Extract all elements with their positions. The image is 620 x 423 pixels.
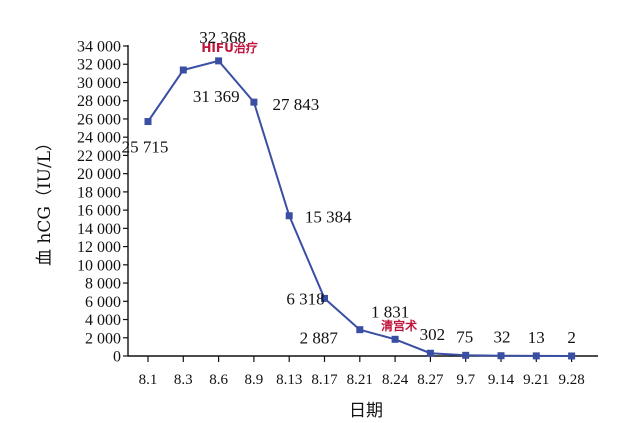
x-tick-label: 8.27 bbox=[417, 372, 444, 388]
data-point-marker bbox=[497, 352, 505, 360]
data-label: 15 384 bbox=[305, 208, 352, 227]
annotation-label: HIFU治疗 bbox=[201, 40, 257, 55]
y-tick-label: 32 000 bbox=[77, 57, 121, 74]
data-label: 25 715 bbox=[122, 138, 169, 157]
series-hcg bbox=[144, 57, 576, 360]
data-label: 2 887 bbox=[300, 329, 339, 348]
data-labels: 25 715 31 369 32 368 27 843 15 384 6 318 2 887… bbox=[122, 28, 576, 348]
y-tick-label: 2 000 bbox=[85, 330, 121, 347]
y-tick-label: 28 000 bbox=[77, 93, 121, 110]
data-label: 27 843 bbox=[273, 95, 320, 114]
data-label: 302 bbox=[420, 325, 446, 344]
data-point-marker bbox=[321, 294, 328, 302]
data-point-marker bbox=[391, 335, 399, 343]
data-point-marker bbox=[568, 352, 576, 360]
x-tick-label: 8.13 bbox=[276, 372, 302, 388]
y-tick-label: 26 000 bbox=[77, 111, 121, 128]
data-label: 13 bbox=[528, 328, 545, 347]
data-point-marker bbox=[144, 118, 152, 126]
data-point-marker bbox=[532, 352, 540, 360]
y-tick-label: 8 000 bbox=[85, 276, 121, 293]
y-axis-title: 血 hCG（IU/L） bbox=[35, 134, 55, 266]
data-point-marker bbox=[426, 349, 434, 357]
y-tick-label: 10 000 bbox=[77, 257, 121, 274]
x-tick-label: 8.24 bbox=[382, 372, 409, 388]
y-tick-label: 20 000 bbox=[77, 166, 121, 183]
y-tick-label: 30 000 bbox=[77, 75, 121, 92]
x-tick-label: 8.6 bbox=[209, 372, 228, 388]
x-tick-label: 9.14 bbox=[488, 372, 515, 388]
y-tick-label: 16 000 bbox=[77, 203, 121, 220]
data-label: 32 bbox=[494, 328, 511, 347]
data-point-marker bbox=[215, 57, 223, 65]
y-tick-label: 0 bbox=[113, 349, 121, 366]
x-tick-label: 8.17 bbox=[311, 372, 338, 388]
y-tick-label: 34 000 bbox=[77, 39, 121, 56]
data-point-marker bbox=[179, 66, 187, 74]
data-label: 32 368 bbox=[199, 28, 246, 47]
y-tick-label: 12 000 bbox=[77, 239, 121, 256]
x-tick-label: 9.7 bbox=[456, 372, 475, 388]
y-tick-label: 22 000 bbox=[77, 148, 121, 165]
data-label: 1 831 bbox=[371, 302, 409, 321]
x-axis-title: 日期 bbox=[349, 401, 383, 421]
data-label: 31 369 bbox=[193, 87, 240, 106]
annotation-label: 清宫术 bbox=[381, 318, 417, 333]
x-tick-label: 8.9 bbox=[245, 372, 264, 388]
y-tick-label: 6 000 bbox=[85, 294, 121, 311]
x-tick-label: 8.1 bbox=[139, 372, 158, 388]
x-tick-label: 9.28 bbox=[558, 372, 584, 388]
data-label: 75 bbox=[456, 327, 473, 346]
data-point-marker bbox=[285, 212, 293, 220]
x-tick-label: 8.21 bbox=[347, 372, 373, 388]
data-point-marker bbox=[250, 98, 258, 106]
y-tick-label: 4 000 bbox=[85, 312, 121, 329]
data-point-marker bbox=[356, 326, 364, 334]
data-point-marker bbox=[462, 351, 470, 359]
y-tick-label: 14 000 bbox=[77, 221, 121, 238]
data-label: 2 bbox=[567, 328, 576, 347]
y-tick-label: 18 000 bbox=[77, 184, 121, 201]
x-tick-label: 9.21 bbox=[523, 372, 549, 388]
y-tick-label: 24 000 bbox=[77, 130, 121, 147]
x-tick-label: 8.3 bbox=[174, 372, 193, 388]
x-axis: 8.1 8.3 8.6 8.9 8.13 8.17 8.21 8.24 8.27 9.7 9.14 9… bbox=[128, 355, 598, 388]
data-label: 6 318 bbox=[286, 289, 324, 308]
